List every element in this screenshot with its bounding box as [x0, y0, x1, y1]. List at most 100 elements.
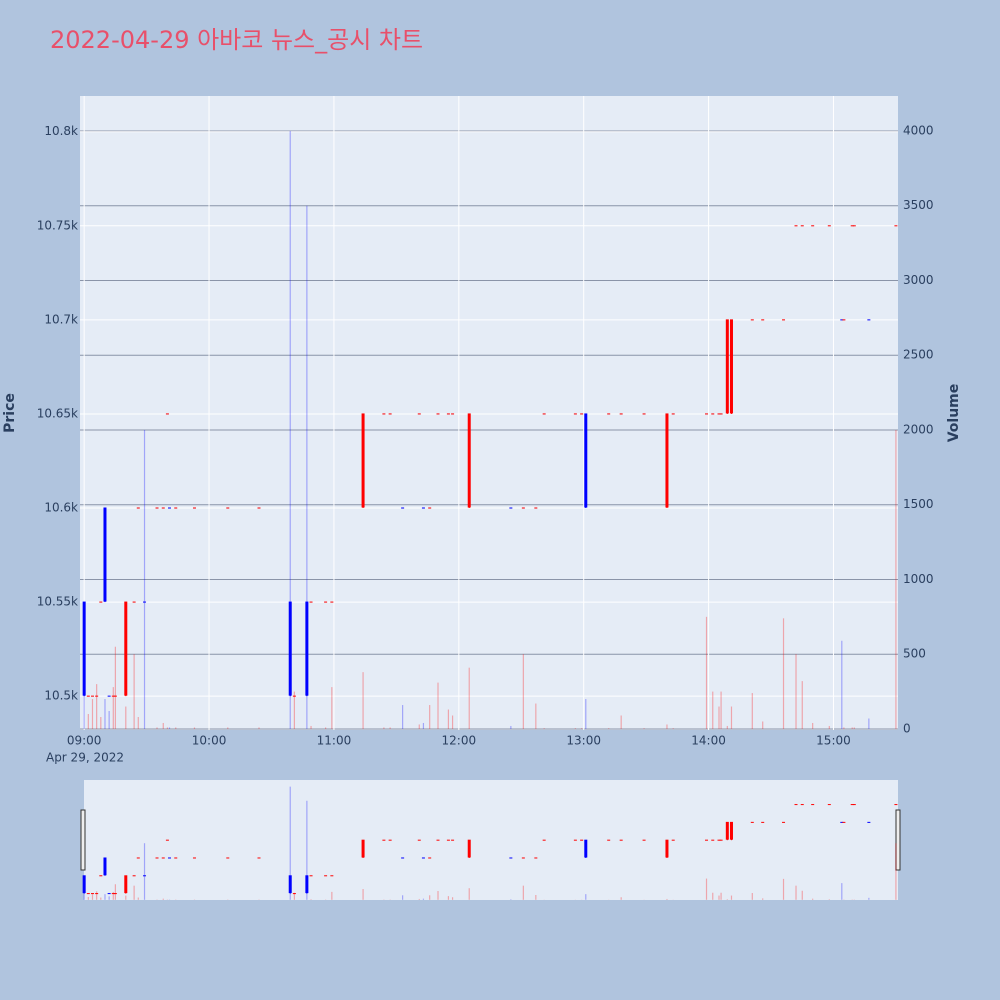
volume-bar [325, 727, 327, 729]
x-tick-label: 10:00 [192, 734, 227, 748]
volume-bar [447, 709, 450, 729]
candle-body [850, 225, 854, 227]
candle-body [850, 804, 854, 806]
candle-body [305, 875, 309, 894]
y-tick-label: 10.5k [44, 689, 78, 703]
volume-bar [143, 429, 146, 729]
candle-body [800, 225, 804, 227]
volume-bar [812, 722, 814, 729]
volume-bar [522, 654, 524, 729]
range-handle[interactable] [895, 809, 901, 871]
volume-bar [166, 727, 169, 729]
candle-body [840, 319, 844, 321]
x-tick-label: 14:00 [691, 734, 726, 748]
volume-bar [383, 727, 385, 729]
volume-bar [306, 205, 308, 729]
y2-tick-label: 1500 [903, 497, 934, 511]
candle-body [361, 413, 365, 508]
volume-bar [666, 724, 668, 729]
volume-bar [712, 691, 714, 729]
candle-body [113, 695, 117, 697]
y2-tick-label: 3500 [903, 198, 934, 212]
volume-bar [87, 896, 89, 900]
volume-bar [712, 892, 714, 900]
y-axis-title: Price [2, 393, 18, 433]
range-slider[interactable] [84, 780, 898, 900]
chart-title: 2022-04-29 아바코 뉴스_공시 차트 [50, 26, 423, 54]
volume-bar [468, 888, 470, 900]
candle-body [382, 413, 386, 415]
candle-body [161, 857, 165, 859]
candle-body [717, 839, 721, 841]
range-handle[interactable] [80, 809, 86, 871]
candle-body [436, 839, 440, 841]
candle-body [161, 507, 165, 509]
candle-body [103, 857, 107, 876]
volume-bar [608, 728, 610, 729]
candle-body [309, 875, 313, 877]
volume-bar [447, 896, 450, 900]
candle-body [107, 893, 111, 895]
candle-body [111, 893, 115, 895]
candle-body [257, 507, 261, 509]
candle-body [827, 225, 831, 227]
volume-bar [620, 715, 622, 729]
volume-bar [87, 714, 89, 729]
candle-body [99, 601, 103, 603]
candle-body [107, 695, 111, 697]
x-tick-label: 11:00 [317, 734, 352, 748]
x-tick-label: 09:00 [67, 734, 102, 748]
volume-bar [108, 711, 110, 729]
candle-body [842, 319, 846, 321]
candle-body [642, 413, 646, 415]
volume-bar [751, 693, 753, 729]
candle-body [750, 821, 754, 823]
candle-body [665, 839, 669, 858]
candle-body [852, 804, 856, 806]
volume-bar [751, 893, 753, 900]
volume-bar [895, 429, 897, 729]
candle-body [467, 413, 471, 508]
candle-body [143, 601, 147, 603]
candle-body [840, 821, 844, 823]
volume-bar [114, 646, 116, 729]
volume-bar [133, 654, 135, 729]
candle-body [894, 225, 898, 227]
candle-body [761, 319, 765, 321]
candle-body [90, 893, 94, 895]
volume-bar [125, 706, 127, 729]
candle-body [309, 601, 313, 603]
volume-bar [718, 895, 720, 900]
candle-body [542, 413, 546, 415]
volume-bar [801, 681, 803, 729]
candle-body [580, 839, 584, 841]
candle-body [330, 601, 334, 603]
volume-bar [705, 878, 708, 900]
volume-bar [720, 691, 722, 729]
candle-body [607, 839, 611, 841]
candle-body [719, 839, 723, 841]
volume-bar [418, 898, 420, 900]
candle-body [761, 821, 765, 823]
volume-bar [828, 725, 830, 729]
candle-body [136, 857, 140, 859]
volume-bar [402, 705, 404, 729]
candle-body [103, 507, 107, 602]
candle-body [521, 857, 525, 859]
volume-bar [306, 800, 308, 900]
candle-body [95, 695, 99, 697]
candle-body [192, 857, 196, 859]
volume-bar [429, 895, 431, 900]
volume-bar [331, 891, 333, 900]
candle-body [143, 875, 147, 877]
volume-bar [100, 897, 102, 900]
candle-body [113, 893, 117, 895]
volume-bar [828, 899, 830, 900]
volume-bar [581, 728, 583, 729]
candle-body [725, 319, 729, 414]
candle-body [401, 507, 405, 509]
volume-bar [193, 727, 196, 729]
candle-body [729, 821, 733, 840]
candle-body [509, 507, 513, 509]
candle-body [324, 601, 328, 603]
